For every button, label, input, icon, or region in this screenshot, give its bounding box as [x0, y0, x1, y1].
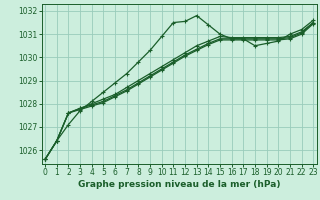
X-axis label: Graphe pression niveau de la mer (hPa): Graphe pression niveau de la mer (hPa): [78, 180, 280, 189]
